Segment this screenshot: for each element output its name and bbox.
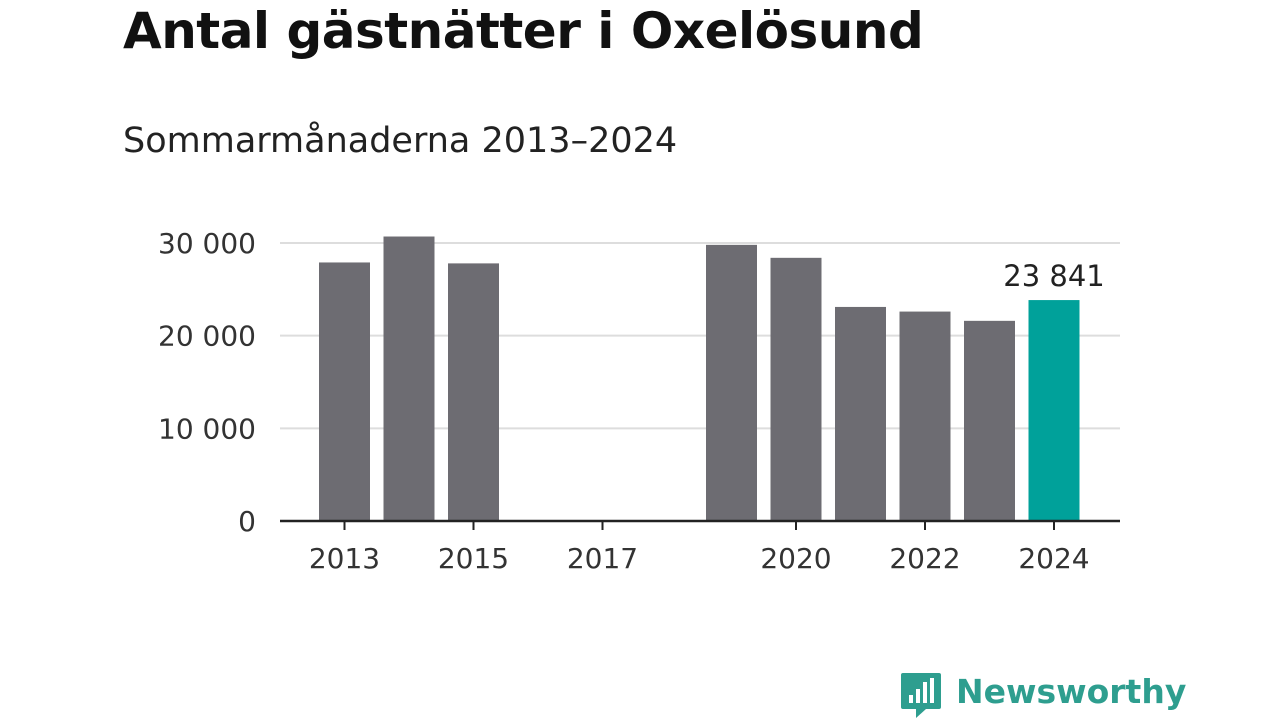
bar-2024 (1028, 300, 1080, 521)
chart-title: Antal gästnätter i Oxelösund (123, 2, 924, 60)
bar-2021 (835, 306, 886, 521)
x-tick-label: 2015 (438, 542, 509, 575)
y-tick-label: 30 000 (158, 227, 256, 260)
x-tick-label: 2017 (567, 542, 638, 575)
axes (280, 519, 1120, 530)
y-tick-label: 20 000 (158, 320, 256, 353)
labels: 0 10 000 20 000 30 000 2013 2015 2017 2020 2022 2… (158, 227, 1105, 575)
x-tick-label: 2013 (309, 542, 380, 575)
brand-name: Newsworthy (956, 671, 1187, 711)
bar-2014 (383, 236, 435, 521)
x-tick-label: 2022 (889, 542, 960, 575)
chart-subtitle: Sommarmånaderna 2013–2024 (123, 121, 678, 161)
y-tick-label: 0 (238, 505, 256, 538)
y-tick-label: 10 000 (158, 412, 256, 445)
bar-2022 (899, 311, 951, 521)
bars (319, 236, 1080, 521)
bar-2020 (770, 257, 822, 521)
x-tick-label: 2020 (760, 542, 831, 575)
data-label: 23 841 (1003, 259, 1104, 293)
bar-2019 (706, 244, 757, 521)
x-tick-label: 2024 (1018, 542, 1089, 575)
bar-2013 (319, 262, 370, 521)
newsworthy-logo[interactable]: Newsworthy (900, 668, 1186, 720)
newsworthy-logo-icon (901, 673, 941, 718)
bar-2023 (964, 320, 1015, 521)
bar-chart: 0 10 000 20 000 30 000 2013 2015 2017 2020 2022 2… (158, 227, 1120, 575)
bar-2015 (448, 263, 499, 521)
